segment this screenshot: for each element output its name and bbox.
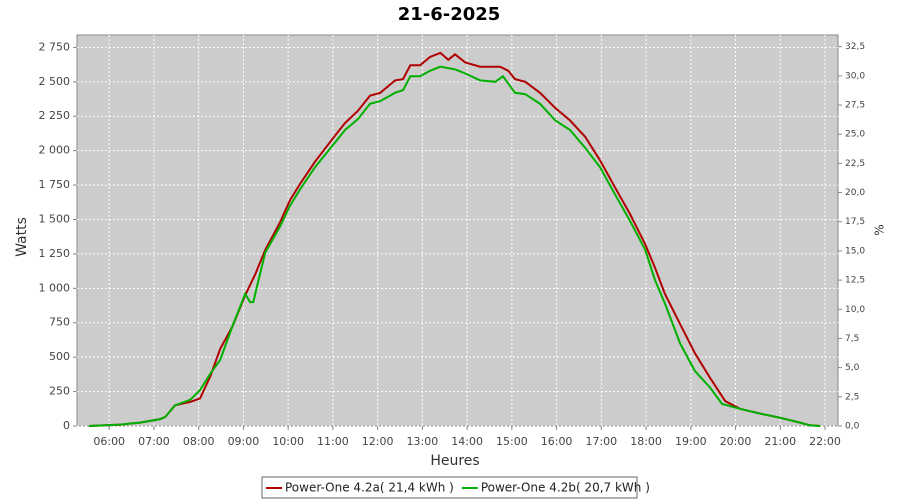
- y2-tick-label: 17,5: [845, 217, 865, 227]
- y-tick-label: 1 000: [39, 281, 71, 294]
- y2-tick-label: 12,5: [845, 276, 865, 286]
- series-line: [89, 65, 821, 427]
- x-tick-label: 18:00: [630, 435, 662, 448]
- x-tick-label: 16:00: [541, 435, 573, 448]
- y-tick-label: 500: [49, 350, 70, 363]
- x-tick-label: 06:00: [93, 435, 125, 448]
- y2-tick-label: 10,0: [845, 305, 865, 315]
- y2-tick-label: 5,0: [845, 363, 860, 373]
- y2-tick-label: 27,5: [845, 101, 865, 111]
- y-tick-label: 750: [49, 316, 70, 329]
- y-tick-label: 1 500: [39, 212, 71, 225]
- y-tick-label: 2 750: [39, 40, 71, 53]
- y2-tick-label: 15,0: [845, 246, 865, 256]
- y2-axis-label: %: [873, 224, 887, 235]
- y-tick-label: 2 000: [39, 144, 71, 157]
- x-tick-label: 07:00: [138, 435, 170, 448]
- y2-tick-label: 7,5: [845, 334, 859, 344]
- y2-tick-label: 2,5: [845, 392, 859, 402]
- x-tick-label: 13:00: [407, 435, 439, 448]
- chart-title: 21-6-2025: [398, 4, 501, 25]
- x-tick-label: 09:00: [228, 435, 260, 448]
- x-tick-label: 12:00: [362, 435, 394, 448]
- y-tick-label: 0: [63, 419, 70, 432]
- x-tick-label: 20:00: [720, 435, 752, 448]
- y-axis-label: Watts: [14, 217, 30, 257]
- y2-tick-label: 32,5: [845, 42, 865, 52]
- y2-tick-label: 22,5: [845, 159, 865, 169]
- x-tick-label: 08:00: [183, 435, 215, 448]
- x-tick-label: 11:00: [317, 435, 349, 448]
- y-tick-label: 2 250: [39, 109, 71, 122]
- y-tick-label: 1 750: [39, 178, 71, 191]
- legend: [261, 476, 638, 499]
- y-tick-label: 2 500: [39, 75, 71, 88]
- y2-tick-label: 20,0: [845, 188, 865, 198]
- x-tick-label: 19:00: [675, 435, 707, 448]
- series-line: [89, 51, 821, 427]
- x-tick-label: 10:00: [272, 435, 304, 448]
- y2-tick-label: 25,0: [845, 130, 865, 140]
- x-tick-label: 17:00: [585, 435, 617, 448]
- y-tick-label: 1 250: [39, 247, 71, 260]
- legend-label: Power-One 4.2a( 21,4 kWh ): [285, 481, 454, 495]
- y2-tick-label: 0,0: [845, 422, 860, 432]
- plot-area: [76, 34, 839, 427]
- legend-label: Power-One 4.2b( 20,7 kWh ): [481, 481, 650, 495]
- x-tick-label: 21:00: [764, 435, 796, 448]
- x-tick-label: 15:00: [496, 435, 528, 448]
- y-tick-label: 250: [49, 385, 70, 398]
- x-tick-label: 14:00: [451, 435, 483, 448]
- x-tick-label: 22:00: [809, 435, 841, 448]
- y2-tick-label: 30,0: [845, 71, 865, 81]
- x-axis-label: Heures: [430, 453, 479, 469]
